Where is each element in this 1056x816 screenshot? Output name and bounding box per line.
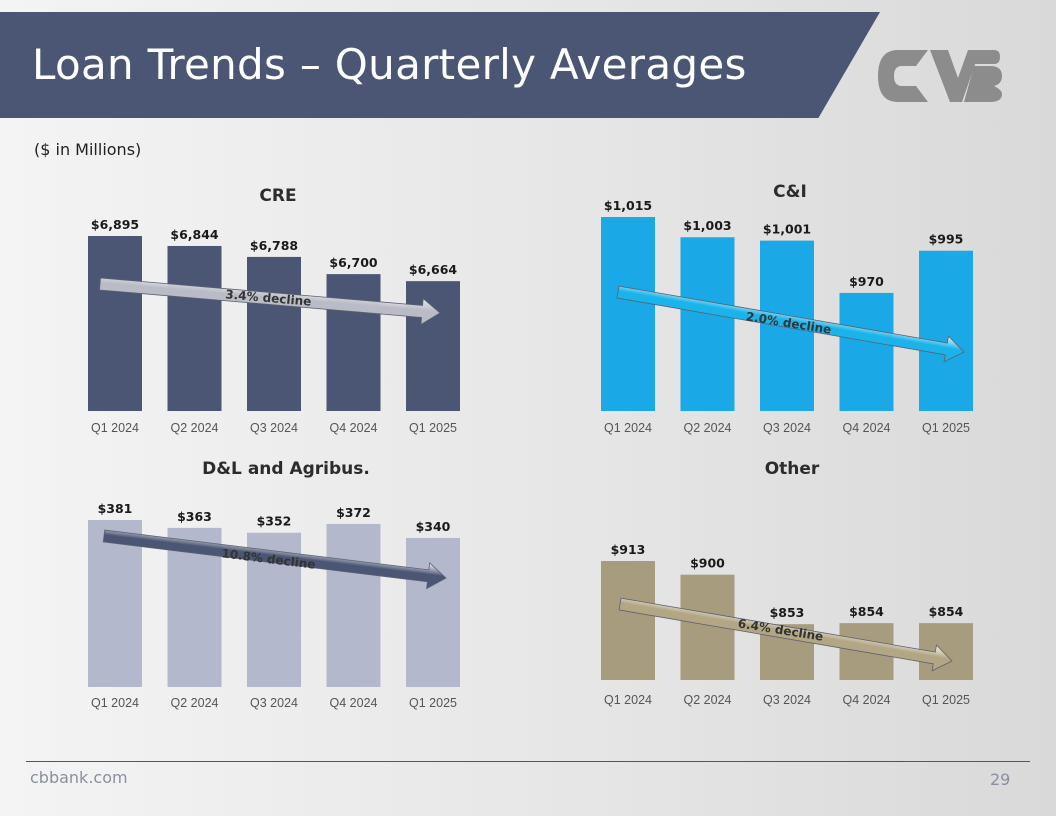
- x-tick-other-1: Q2 2024: [684, 693, 732, 707]
- value-label-cre-4: $6,664: [409, 262, 458, 277]
- x-tick-cre-0: Q1 2024: [91, 421, 139, 435]
- x-tick-dl-2: Q3 2024: [250, 696, 298, 710]
- bar-cre-4: [406, 281, 460, 411]
- x-tick-other-4: Q1 2025: [922, 693, 970, 707]
- value-label-other-1: $900: [690, 556, 725, 571]
- bar-cre-1: [167, 245, 222, 411]
- x-tick-cre-1: Q2 2024: [171, 421, 219, 435]
- value-label-cre-0: $6,895: [91, 217, 139, 232]
- x-tick-dl-4: Q1 2025: [409, 696, 457, 710]
- x-tick-other-3: Q4 2024: [843, 693, 891, 707]
- x-tick-cre-2: Q3 2024: [250, 421, 298, 435]
- chart-title-other: Other: [764, 459, 820, 479]
- value-label-dl-1: $363: [177, 509, 212, 524]
- bar-cre-3: [326, 274, 381, 411]
- value-label-cre-3: $6,700: [329, 255, 378, 270]
- bar-cre-2: [247, 256, 301, 411]
- x-tick-ci-1: Q2 2024: [684, 421, 732, 435]
- value-label-dl-0: $381: [98, 501, 133, 516]
- value-label-cre-2: $6,788: [250, 238, 298, 253]
- value-label-dl-2: $352: [257, 514, 292, 529]
- trend-arrow-ci: [616, 285, 965, 363]
- value-label-ci-1: $1,003: [683, 218, 731, 233]
- value-label-other-3: $854: [849, 604, 884, 619]
- value-label-other-0: $913: [611, 542, 646, 557]
- x-tick-other-2: Q3 2024: [763, 693, 811, 707]
- bar-ci-1: [680, 237, 735, 411]
- bar-ci-0: [601, 217, 655, 411]
- x-tick-ci-3: Q4 2024: [843, 421, 891, 435]
- trend-arrow-other: [618, 597, 953, 672]
- x-tick-ci-2: Q3 2024: [763, 421, 811, 435]
- x-tick-dl-0: Q1 2024: [91, 696, 139, 710]
- bar-cre-0: [88, 236, 142, 411]
- value-label-ci-2: $1,001: [763, 222, 811, 237]
- value-label-ci-3: $970: [849, 274, 884, 289]
- x-tick-cre-3: Q4 2024: [330, 421, 378, 435]
- bar-dl-4: [406, 537, 460, 687]
- title-band: [0, 12, 880, 118]
- value-label-dl-4: $340: [416, 519, 451, 534]
- units-subtitle: ($ in Millions): [34, 140, 142, 159]
- value-label-cre-1: $6,844: [170, 227, 219, 242]
- footer-divider: [26, 761, 1030, 762]
- cvb-logo-icon: [878, 50, 1002, 102]
- x-tick-cre-4: Q1 2025: [409, 421, 457, 435]
- footer-website: cbbank.com: [30, 768, 128, 787]
- value-label-other-4: $854: [929, 604, 964, 619]
- bar-dl-0: [88, 520, 142, 687]
- bar-other-0: [601, 561, 655, 680]
- bar-ci-3: [839, 292, 894, 411]
- chart-title-ci: C&I: [773, 182, 807, 202]
- x-tick-ci-0: Q1 2024: [604, 421, 652, 435]
- value-label-ci-4: $995: [929, 232, 964, 247]
- x-tick-dl-1: Q2 2024: [171, 696, 219, 710]
- x-tick-other-0: Q1 2024: [604, 693, 652, 707]
- bar-ci-4: [919, 250, 973, 411]
- trend-arrow-dl: [102, 529, 447, 590]
- value-label-other-2: $853: [770, 605, 805, 620]
- value-label-dl-3: $372: [336, 505, 371, 520]
- chart-title-cre: CRE: [259, 186, 297, 206]
- bar-dl-3: [326, 523, 381, 687]
- page-title: Loan Trends – Quarterly Averages: [32, 40, 747, 89]
- chart-title-dl: D&L and Agribus.: [202, 459, 370, 479]
- x-tick-dl-3: Q4 2024: [330, 696, 378, 710]
- value-label-ci-0: $1,015: [604, 198, 652, 213]
- x-tick-ci-4: Q1 2025: [922, 421, 970, 435]
- page-number: 29: [990, 770, 1011, 789]
- trend-arrow-cre: [99, 277, 441, 326]
